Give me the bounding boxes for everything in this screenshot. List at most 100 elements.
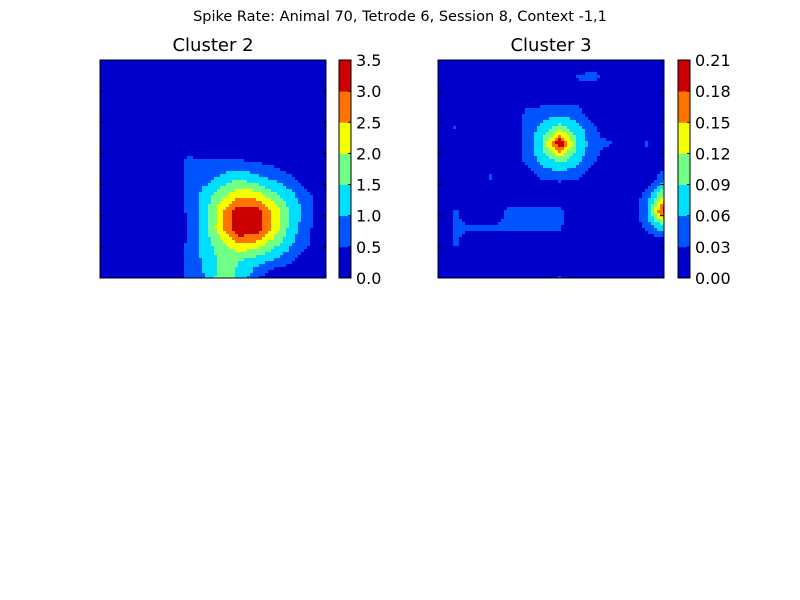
heatmap-cell bbox=[163, 171, 167, 175]
heatmap-cell bbox=[202, 144, 206, 148]
heatmap-cell bbox=[202, 237, 206, 241]
heatmap-cell bbox=[250, 111, 254, 115]
heatmap-cell bbox=[112, 174, 116, 178]
heatmap-cell bbox=[262, 117, 266, 121]
heatmap-cell bbox=[265, 105, 269, 109]
heatmap-cell bbox=[187, 204, 191, 208]
heatmap-cell bbox=[205, 141, 209, 145]
heatmap-cell bbox=[169, 231, 173, 235]
heatmap-cell bbox=[127, 123, 131, 127]
heatmap-cell bbox=[106, 141, 110, 145]
heatmap-cell bbox=[148, 195, 152, 199]
heatmap-cell bbox=[103, 162, 107, 166]
heatmap-cell bbox=[172, 66, 176, 70]
heatmap-cell bbox=[196, 75, 200, 79]
heatmap-cell bbox=[298, 222, 302, 226]
heatmap-cell bbox=[157, 78, 161, 82]
heatmap-cell bbox=[184, 189, 188, 193]
heatmap-cell bbox=[283, 150, 287, 154]
heatmap-cell bbox=[259, 171, 263, 175]
heatmap-cell bbox=[166, 108, 170, 112]
heatmap-cell bbox=[280, 129, 284, 133]
heatmap-cell bbox=[196, 135, 200, 139]
heatmap-cell bbox=[277, 213, 281, 217]
heatmap-cell bbox=[130, 255, 134, 259]
heatmap-cell bbox=[283, 183, 287, 187]
heatmap-cell bbox=[277, 117, 281, 121]
heatmap-cell bbox=[238, 153, 242, 157]
heatmap-cell bbox=[157, 105, 161, 109]
heatmap-cell bbox=[223, 219, 227, 223]
heatmap-cell bbox=[103, 222, 107, 226]
heatmap-cell bbox=[250, 144, 254, 148]
heatmap-cell bbox=[100, 84, 104, 88]
heatmap-cell bbox=[202, 75, 206, 79]
heatmap-cell bbox=[298, 198, 302, 202]
heatmap-cell bbox=[283, 66, 287, 70]
heatmap-cell bbox=[229, 96, 233, 100]
heatmap-cell bbox=[223, 180, 227, 184]
heatmap-cell bbox=[178, 192, 182, 196]
heatmap-cell bbox=[151, 81, 155, 85]
heatmap-cell bbox=[241, 168, 245, 172]
heatmap-cell bbox=[124, 195, 128, 199]
heatmap-cell bbox=[250, 177, 254, 181]
heatmap-cell bbox=[205, 72, 209, 76]
heatmap-cell bbox=[139, 210, 143, 214]
heatmap-cell bbox=[145, 174, 149, 178]
heatmap-cell bbox=[226, 150, 230, 154]
heatmap-cell bbox=[214, 111, 218, 115]
heatmap-cell bbox=[286, 174, 290, 178]
heatmap-cell bbox=[307, 228, 311, 232]
heatmap-cell bbox=[208, 126, 212, 130]
heatmap-cell bbox=[163, 117, 167, 121]
heatmap-cell bbox=[292, 87, 296, 91]
heatmap-cell bbox=[298, 207, 302, 211]
heatmap-cell bbox=[166, 192, 170, 196]
heatmap-cell bbox=[292, 165, 296, 169]
heatmap-cell bbox=[232, 135, 236, 139]
heatmap-cell bbox=[211, 213, 215, 217]
heatmap-cell bbox=[313, 138, 317, 142]
heatmap-cell bbox=[109, 81, 113, 85]
heatmap-cell bbox=[124, 108, 128, 112]
heatmap-cell bbox=[163, 108, 167, 112]
heatmap-cell bbox=[184, 123, 188, 127]
heatmap-cell bbox=[301, 222, 305, 226]
heatmap-cell bbox=[154, 102, 158, 106]
heatmap-cell bbox=[217, 96, 221, 100]
heatmap-cell bbox=[277, 240, 281, 244]
heatmap-cell bbox=[277, 222, 281, 226]
heatmap-cell bbox=[229, 90, 233, 94]
heatmap-cell bbox=[292, 135, 296, 139]
heatmap-cell bbox=[106, 213, 110, 217]
heatmap-cell bbox=[190, 171, 194, 175]
heatmap-cell bbox=[139, 129, 143, 133]
heatmap-cell bbox=[151, 123, 155, 127]
heatmap-cell bbox=[283, 153, 287, 157]
heatmap-cell bbox=[157, 87, 161, 91]
heatmap-cell bbox=[250, 147, 254, 151]
heatmap-cell bbox=[127, 66, 131, 70]
heatmap-cell bbox=[196, 60, 200, 64]
heatmap-cell bbox=[292, 147, 296, 151]
heatmap-cell bbox=[217, 90, 221, 94]
heatmap-cell bbox=[202, 228, 206, 232]
heatmap-cell bbox=[313, 69, 317, 73]
heatmap-cell bbox=[226, 72, 230, 76]
heatmap-cell bbox=[238, 219, 242, 223]
heatmap-cell bbox=[154, 237, 158, 241]
heatmap-cell bbox=[175, 171, 179, 175]
heatmap-cell bbox=[310, 138, 314, 142]
heatmap-cell bbox=[259, 222, 263, 226]
heatmap-cell bbox=[310, 213, 314, 217]
heatmap-cell bbox=[118, 201, 122, 205]
heatmap-cell bbox=[262, 159, 266, 163]
heatmap-cell bbox=[280, 144, 284, 148]
heatmap-cell bbox=[280, 216, 284, 220]
heatmap-cell bbox=[289, 237, 293, 241]
heatmap-cell bbox=[109, 240, 113, 244]
heatmap-cell bbox=[274, 213, 278, 217]
heatmap-cell bbox=[130, 60, 134, 64]
heatmap-cell bbox=[160, 135, 164, 139]
